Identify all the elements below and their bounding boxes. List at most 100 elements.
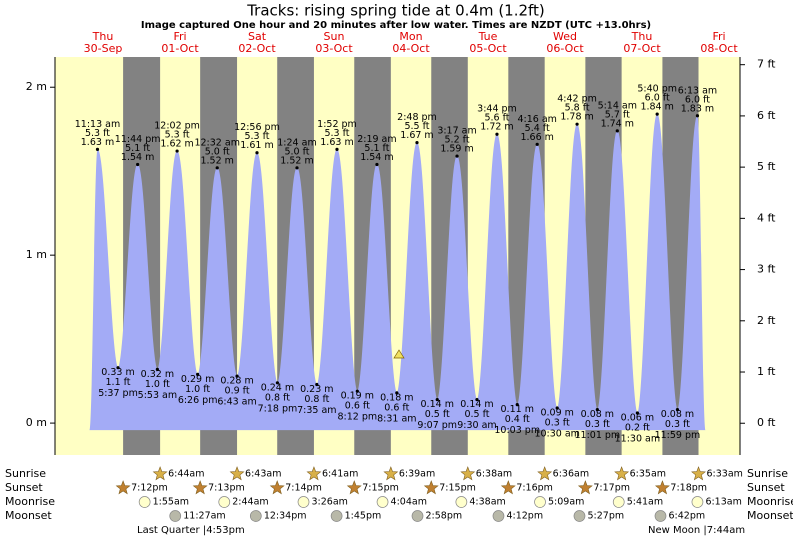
- tide-time: 8:12 pm: [337, 412, 377, 423]
- tide-point: [155, 367, 159, 371]
- tide-time: 12:02 pm: [154, 121, 200, 132]
- tide-m: 1.67 m: [400, 130, 433, 141]
- weekday-label: Fri: [712, 30, 725, 43]
- row-time: 6:35am: [630, 469, 666, 480]
- moonrise-icon: [612, 496, 625, 508]
- tide-time: 6:43 am: [217, 397, 256, 408]
- row-time: 5:41am: [627, 497, 663, 508]
- tide-time: 12:32 am: [194, 137, 239, 148]
- row-time: 6:43am: [245, 469, 281, 480]
- y-tick-label: 2 m: [26, 80, 47, 93]
- row-time: 6:36am: [553, 469, 589, 480]
- sunrise-icon: [537, 466, 553, 481]
- tide-time: 2:48 pm: [397, 112, 437, 123]
- tide-m: 0.19 m: [341, 391, 374, 402]
- date-label: 06-Oct: [546, 42, 584, 55]
- sunrise-icon: [229, 466, 245, 481]
- tide-ft: 0.5 ft: [464, 409, 489, 420]
- row-time: 7:13pm: [208, 483, 245, 494]
- moonset-icon: [492, 510, 505, 522]
- tide-m: 0.29 m: [181, 374, 214, 385]
- row-time: 3:26am: [312, 497, 348, 508]
- sunset-icon: [115, 480, 131, 495]
- row-time: 7:12pm: [131, 483, 168, 494]
- tide-point: [475, 397, 479, 402]
- y2-tick-label: 4 ft: [757, 211, 776, 224]
- sunset-icon: [500, 480, 516, 495]
- row-time: 6:33am: [707, 469, 743, 480]
- tide-point: [615, 129, 619, 133]
- tide-m: 0.28 m: [220, 376, 253, 387]
- sunrise-icon: [691, 466, 706, 481]
- tide-m: 0.33 m: [101, 367, 134, 378]
- row-label: Sunrise: [747, 467, 788, 480]
- tide-ft: 5.8 ft: [565, 103, 590, 114]
- tide-ft: 6.0 ft: [685, 94, 710, 105]
- tide-m: 1.83 m: [681, 103, 714, 114]
- tide-m: 1.72 m: [480, 122, 513, 133]
- tide-time: 5:14 am: [598, 100, 637, 111]
- row-time: 4:04am: [391, 497, 427, 508]
- weekday-label: Sun: [324, 30, 345, 43]
- sunrise-icon: [460, 466, 476, 481]
- tide-point: [95, 147, 100, 151]
- tide-m: 1.74 m: [601, 118, 634, 129]
- tide-point: [435, 397, 439, 402]
- tide-line: [97, 113, 698, 414]
- tide-time: 5:53 am: [138, 390, 177, 401]
- tide-time: 7:35 am: [297, 405, 336, 416]
- tide-point: [235, 374, 239, 378]
- tide-time: 10:03 pm: [494, 425, 540, 436]
- row-time: 12:34pm: [264, 511, 307, 522]
- now-marker: [393, 349, 405, 359]
- tide-m: 1.52 m: [280, 155, 313, 166]
- row-time: 7:15pm: [362, 483, 399, 494]
- tide-point: [655, 112, 659, 116]
- y-tick-label: 0 m: [26, 416, 47, 429]
- tide-ft: 5.3 ft: [324, 128, 349, 139]
- tide-m: 1.62 m: [160, 139, 193, 150]
- row-time: 7:16pm: [516, 483, 553, 494]
- row-label: Moonset: [5, 509, 52, 522]
- weekday-label: Thu: [92, 30, 114, 43]
- tide-m: 0.08 m: [661, 409, 694, 420]
- tide-ft: 1.0 ft: [185, 384, 210, 395]
- tide-ft: 0.2 ft: [625, 423, 650, 434]
- row-time: 11:27am: [183, 511, 225, 522]
- y2-tick-label: 7 ft: [757, 58, 776, 71]
- tide-ft: 0.4 ft: [505, 414, 530, 425]
- tide-time: 11:44 pm: [115, 134, 161, 145]
- tide-point: [335, 147, 339, 151]
- tide-time: 7:18 pm: [258, 403, 298, 414]
- tide-time: 6:13 am: [678, 85, 717, 96]
- tide-point: [136, 162, 140, 167]
- tide-point: [375, 162, 379, 167]
- row-time: 6:42pm: [668, 511, 705, 522]
- tide-ft: 5.3 ft: [165, 130, 190, 141]
- tide-m: 1.54 m: [360, 152, 393, 163]
- tide-m: 0.09 m: [540, 407, 573, 418]
- row-label: Moonrise: [5, 495, 55, 508]
- row-time: 1:55am: [153, 497, 189, 508]
- row-time: 5:27pm: [587, 511, 624, 522]
- sunrise-icon: [614, 466, 630, 481]
- moon-phase: Last Quarter |4:53pm: [137, 525, 245, 536]
- sunset-icon: [269, 480, 285, 495]
- sunrise-icon: [383, 466, 399, 481]
- row-time: 6:13am: [705, 497, 741, 508]
- tide-ft: 0.3 ft: [545, 417, 570, 428]
- moonset-icon: [411, 510, 424, 522]
- tide-ft: 5.5 ft: [404, 121, 429, 132]
- moonrise-icon: [455, 496, 468, 508]
- row-time: 6:41am: [322, 469, 358, 480]
- tide-time: 1:24 am: [277, 137, 316, 148]
- tide-ft: 6.0 ft: [645, 93, 670, 104]
- weekday-label: Mon: [399, 30, 422, 43]
- tide-point: [575, 122, 579, 126]
- tide-point: [255, 151, 259, 155]
- row-time: 6:44am: [168, 469, 204, 480]
- y-tick-label: 1 m: [26, 248, 47, 261]
- tide-ft: 1.0 ft: [145, 379, 170, 390]
- row-time: 5:09am: [548, 497, 584, 508]
- row-label: Moonset: [747, 509, 793, 522]
